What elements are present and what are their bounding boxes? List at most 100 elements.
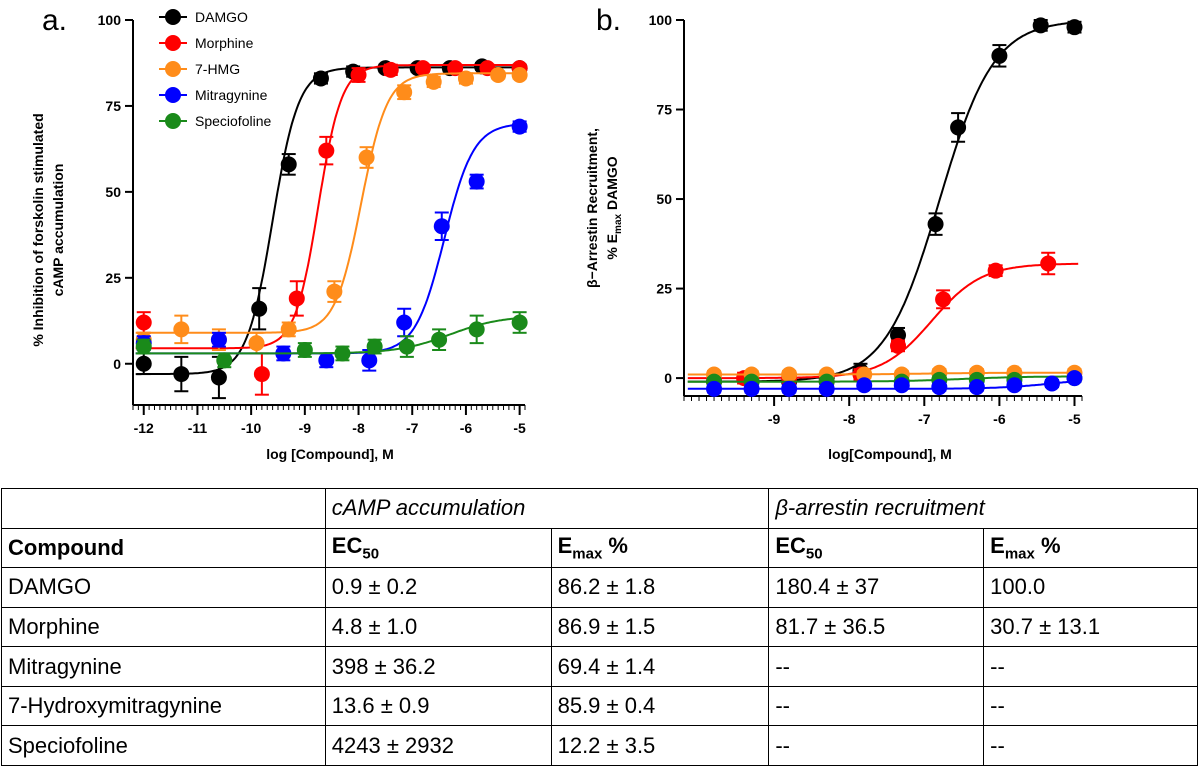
emax-label: E xyxy=(557,533,573,559)
y-tick-label: 75 xyxy=(105,98,121,114)
data-point xyxy=(253,366,270,383)
fit-curve xyxy=(687,262,1079,380)
ec50-sub: 50 xyxy=(805,545,823,563)
data-point xyxy=(743,380,760,397)
data-point xyxy=(248,335,265,352)
data-point xyxy=(135,338,152,355)
x-tick-label: -8 xyxy=(352,420,365,436)
fit-curve xyxy=(135,316,523,355)
table-cell: 86.2 ± 1.8 xyxy=(550,567,770,608)
y-tick-label: 100 xyxy=(649,12,673,28)
data-point xyxy=(296,342,313,358)
data-point xyxy=(312,70,329,87)
data-point xyxy=(135,314,152,331)
data-point xyxy=(396,314,413,331)
data-point xyxy=(968,379,985,396)
panel-a-ylabel-line1: % Inhibition of forskolin stimulated xyxy=(30,113,46,346)
data-point xyxy=(987,262,1004,279)
data-point xyxy=(457,70,474,87)
data-point xyxy=(361,352,378,369)
data-point xyxy=(511,67,528,83)
y-tick-label: 50 xyxy=(656,191,672,207)
data-point xyxy=(382,61,399,78)
panel-b-ylabel-line2-main: % E xyxy=(604,234,620,260)
data-point xyxy=(216,352,233,369)
emax-sub: max xyxy=(1004,545,1035,563)
data-point xyxy=(856,377,873,394)
data-point xyxy=(350,67,367,83)
fit-curve xyxy=(135,64,523,350)
table-row: Mitragynine 398 ± 36.2 69.4 ± 1.4 -- -- xyxy=(1,646,1198,687)
table-cell: 100.0 xyxy=(983,567,1198,608)
table-header-row: Compound EC50 Emax % EC50 Emax % xyxy=(1,527,1198,569)
y-tick-label: 25 xyxy=(656,281,672,297)
legend-marker xyxy=(165,61,181,77)
data-point xyxy=(210,369,227,386)
x-tick-label: -5 xyxy=(1068,411,1081,427)
x-tick-label: -6 xyxy=(993,411,1006,427)
group-arrestin-header: β-arrestin recruitment xyxy=(768,488,1198,529)
legend-label: 7-HMG xyxy=(195,61,240,77)
table-cell: 12.2 ± 3.5 xyxy=(550,725,770,766)
panel-b-ylabel-line2-tail: DAMGO xyxy=(604,156,620,214)
table-cell: DAMGO xyxy=(1,567,326,608)
table-cell: Morphine xyxy=(1,606,326,648)
table-cell: 85.9 ± 0.4 xyxy=(550,685,770,727)
ec50-sub: 50 xyxy=(362,545,380,563)
table-row: 7-Hydroxymitragynine 13.6 ± 0.9 85.9 ± 0… xyxy=(1,685,1198,727)
fit-curve xyxy=(135,66,523,376)
summary-table: cAMP accumulation β-arrestin recruitment… xyxy=(1,488,1198,766)
table-cell: 4.8 ± 1.0 xyxy=(324,606,552,648)
legend-label: DAMGO xyxy=(195,9,248,25)
legend-label: Speciofoline xyxy=(195,113,271,129)
fit-curve xyxy=(687,21,1079,383)
emax-sub: max xyxy=(572,545,603,563)
panel-b-ylabel-line2: % Emax DAMGO xyxy=(604,156,624,259)
legend-marker xyxy=(165,35,181,51)
panel-a-xlabel-text: log [Compound], M xyxy=(266,446,394,462)
table-cell: 7-Hydroxymitragynine xyxy=(1,685,326,727)
data-point xyxy=(398,338,415,355)
data-point xyxy=(280,156,297,173)
panel-b-xlabel: log[Compound], M xyxy=(828,446,952,462)
data-point xyxy=(288,290,305,307)
group-camp-header: cAMP accumulation xyxy=(324,488,770,529)
fit-curve xyxy=(135,72,523,334)
x-tick-label: -10 xyxy=(241,420,261,436)
compound-header: Compound xyxy=(1,527,326,569)
data-point xyxy=(1066,370,1083,387)
panel-b-xlabel-text: log[Compound], M xyxy=(828,446,952,462)
table-cell: -- xyxy=(768,646,985,687)
data-point xyxy=(1032,17,1049,34)
data-point xyxy=(173,366,190,383)
emax-label: E xyxy=(990,533,1005,559)
table-cell: -- xyxy=(983,725,1198,766)
table-cell: 13.6 ± 0.9 xyxy=(324,685,552,727)
table-cell: 69.4 ± 1.4 xyxy=(550,646,770,687)
y-tick-label: 100 xyxy=(98,12,122,28)
x-tick-label: -9 xyxy=(299,420,312,436)
data-point xyxy=(490,67,507,83)
table-cell: -- xyxy=(983,646,1198,687)
table-row: Morphine 4.8 ± 1.0 86.9 ± 1.5 81.7 ± 36.… xyxy=(1,606,1198,648)
data-point xyxy=(893,377,910,394)
data-point xyxy=(173,321,190,338)
data-point xyxy=(511,118,528,135)
table-row: DAMGO 0.9 ± 0.2 86.2 ± 1.8 180.4 ± 37 10… xyxy=(1,567,1198,608)
data-point xyxy=(991,47,1008,64)
legend-marker xyxy=(165,9,181,25)
legend-label: Mitragynine xyxy=(195,87,268,103)
table-cell: -- xyxy=(983,685,1198,727)
x-tick-label: -7 xyxy=(406,420,419,436)
ec50-label: EC xyxy=(331,533,363,559)
data-point xyxy=(326,283,343,300)
y-tick-label: 75 xyxy=(656,102,672,118)
panel-b-ylabel-line1: β−Arrestin Recruitment, xyxy=(584,128,600,288)
data-point xyxy=(334,345,351,362)
table-cell: 180.4 ± 37 xyxy=(768,567,985,608)
panel-a-xlabel: log [Compound], M xyxy=(266,446,394,462)
panel-b-ylabel-line2-sub: max xyxy=(613,213,624,233)
data-point xyxy=(251,300,268,317)
x-tick-label: -6 xyxy=(460,420,473,436)
fit-curve xyxy=(135,123,523,355)
